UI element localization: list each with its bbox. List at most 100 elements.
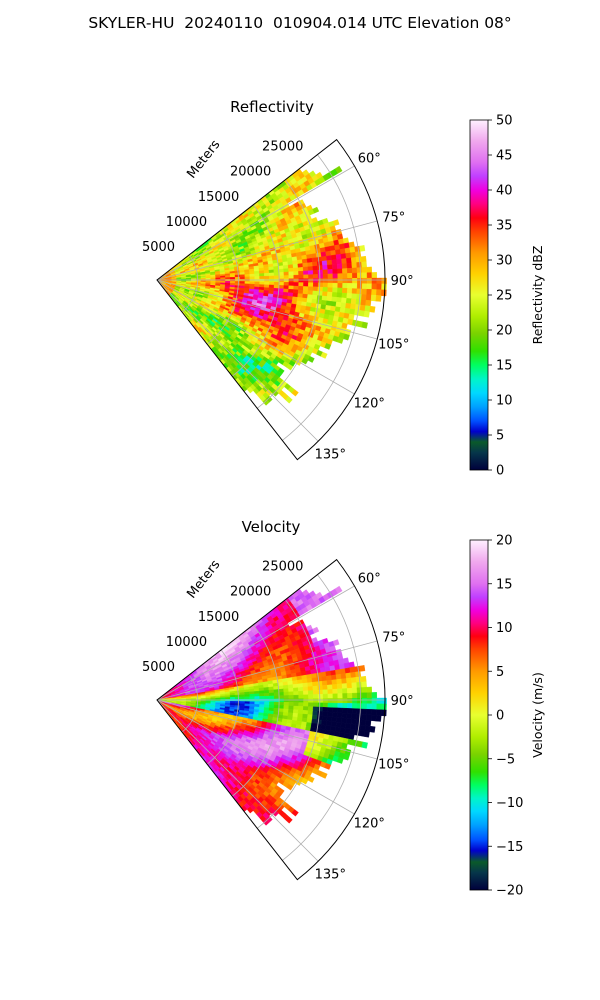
- field-cell: [347, 278, 353, 284]
- field-cell: [327, 707, 333, 713]
- field-cell: [317, 685, 324, 691]
- field-cell: [350, 723, 357, 730]
- field-cell: [341, 717, 347, 724]
- field-cell: [346, 713, 353, 719]
- field-cell: [346, 677, 352, 684]
- azimuth-gridline: [156, 279, 378, 340]
- field-cell: [259, 275, 265, 280]
- field-cell: [278, 698, 285, 703]
- field-cell: [273, 278, 280, 283]
- field-cell: [307, 706, 314, 712]
- field-cell: [259, 698, 265, 703]
- field-cell: [303, 278, 309, 283]
- colorbar-tick-label: 20: [496, 324, 513, 339]
- field-cell: [293, 698, 299, 703]
- field-cell: [273, 281, 280, 286]
- field-cell: [302, 262, 309, 268]
- colorbar-tick-label: −5: [496, 752, 515, 767]
- field-cell: [331, 716, 338, 723]
- field-cell: [293, 705, 299, 711]
- field-cell: [375, 295, 382, 302]
- field-cell: [357, 277, 363, 284]
- field-cell: [317, 693, 324, 699]
- field-cell: [361, 714, 367, 721]
- field-cell: [303, 270, 309, 276]
- field-cell: [234, 696, 241, 700]
- field-cell: [345, 718, 352, 725]
- field-cell: [330, 674, 337, 681]
- field-cell: [320, 771, 328, 779]
- field-cell: [369, 725, 376, 733]
- field-cell: [303, 698, 309, 703]
- field-cell: [322, 269, 329, 275]
- field-cell: [220, 697, 226, 700]
- field-cell: [351, 288, 358, 295]
- field-cell: [312, 265, 319, 271]
- field-cell: [336, 678, 343, 685]
- field-cell: [316, 676, 323, 682]
- field-cell: [293, 267, 299, 272]
- azimuth-tick-label: 135°: [315, 867, 346, 882]
- field-cell: [371, 272, 378, 279]
- field-cell: [361, 741, 368, 749]
- azimuth-tick-label: 75°: [382, 211, 405, 226]
- azimuth-gridline: [156, 699, 355, 815]
- field-cell: [348, 241, 355, 248]
- field-cell: [288, 698, 294, 703]
- field-cell: [249, 693, 255, 698]
- field-cell: [312, 274, 319, 279]
- field-cell: [356, 272, 363, 279]
- field-cell: [293, 278, 299, 283]
- field-cell: [288, 267, 294, 273]
- field-cell: [239, 696, 246, 700]
- field-cell: [326, 716, 333, 722]
- radial-gridline: [257, 179, 321, 409]
- field-cell: [366, 277, 373, 285]
- field-cell: [335, 253, 342, 260]
- field-cell: [324, 763, 332, 770]
- field-cell: [371, 703, 378, 710]
- field-cell: [311, 677, 318, 683]
- field-cell: [312, 710, 319, 716]
- field-cell: [301, 678, 308, 684]
- field-cell: [342, 702, 348, 709]
- field-cell: [365, 714, 372, 721]
- field-cell: [246, 806, 254, 814]
- colorbar-bar: [469, 539, 489, 891]
- field-cell: [210, 277, 216, 280]
- field-cell: [369, 305, 376, 313]
- field-cell: [340, 673, 347, 680]
- field-cell: [288, 694, 295, 699]
- field-cell: [327, 287, 333, 293]
- field-cell: [337, 688, 343, 694]
- field-cell: [346, 257, 352, 264]
- field-cell: [273, 265, 279, 271]
- field-cell: [332, 707, 338, 713]
- field-cell: [346, 708, 353, 714]
- field-cell: [366, 686, 373, 693]
- field-cell: [308, 274, 314, 279]
- field-cell: [363, 730, 370, 738]
- field-cell: [381, 703, 387, 711]
- radial-gridline: [282, 154, 361, 441]
- field-cell: [346, 293, 353, 299]
- field-cell: [306, 677, 313, 684]
- field-cell: [337, 707, 343, 714]
- field-cell: [336, 292, 343, 299]
- field-cell: [331, 292, 338, 298]
- field-cell: [312, 694, 319, 699]
- field-cell: [356, 293, 362, 300]
- field-cell: [254, 273, 260, 277]
- azimuth-tick-label: 90°: [391, 274, 414, 289]
- field-cell: [297, 266, 304, 272]
- field-cell: [356, 681, 363, 689]
- field-cell: [343, 333, 350, 341]
- field-cell: [288, 691, 294, 696]
- field-cell: [307, 262, 313, 268]
- field-cell: [321, 715, 328, 722]
- field-cell: [351, 267, 358, 274]
- field-cell: [380, 289, 387, 297]
- field-cell: [320, 351, 328, 359]
- field-cell: [330, 301, 337, 307]
- field-cell: [327, 693, 334, 699]
